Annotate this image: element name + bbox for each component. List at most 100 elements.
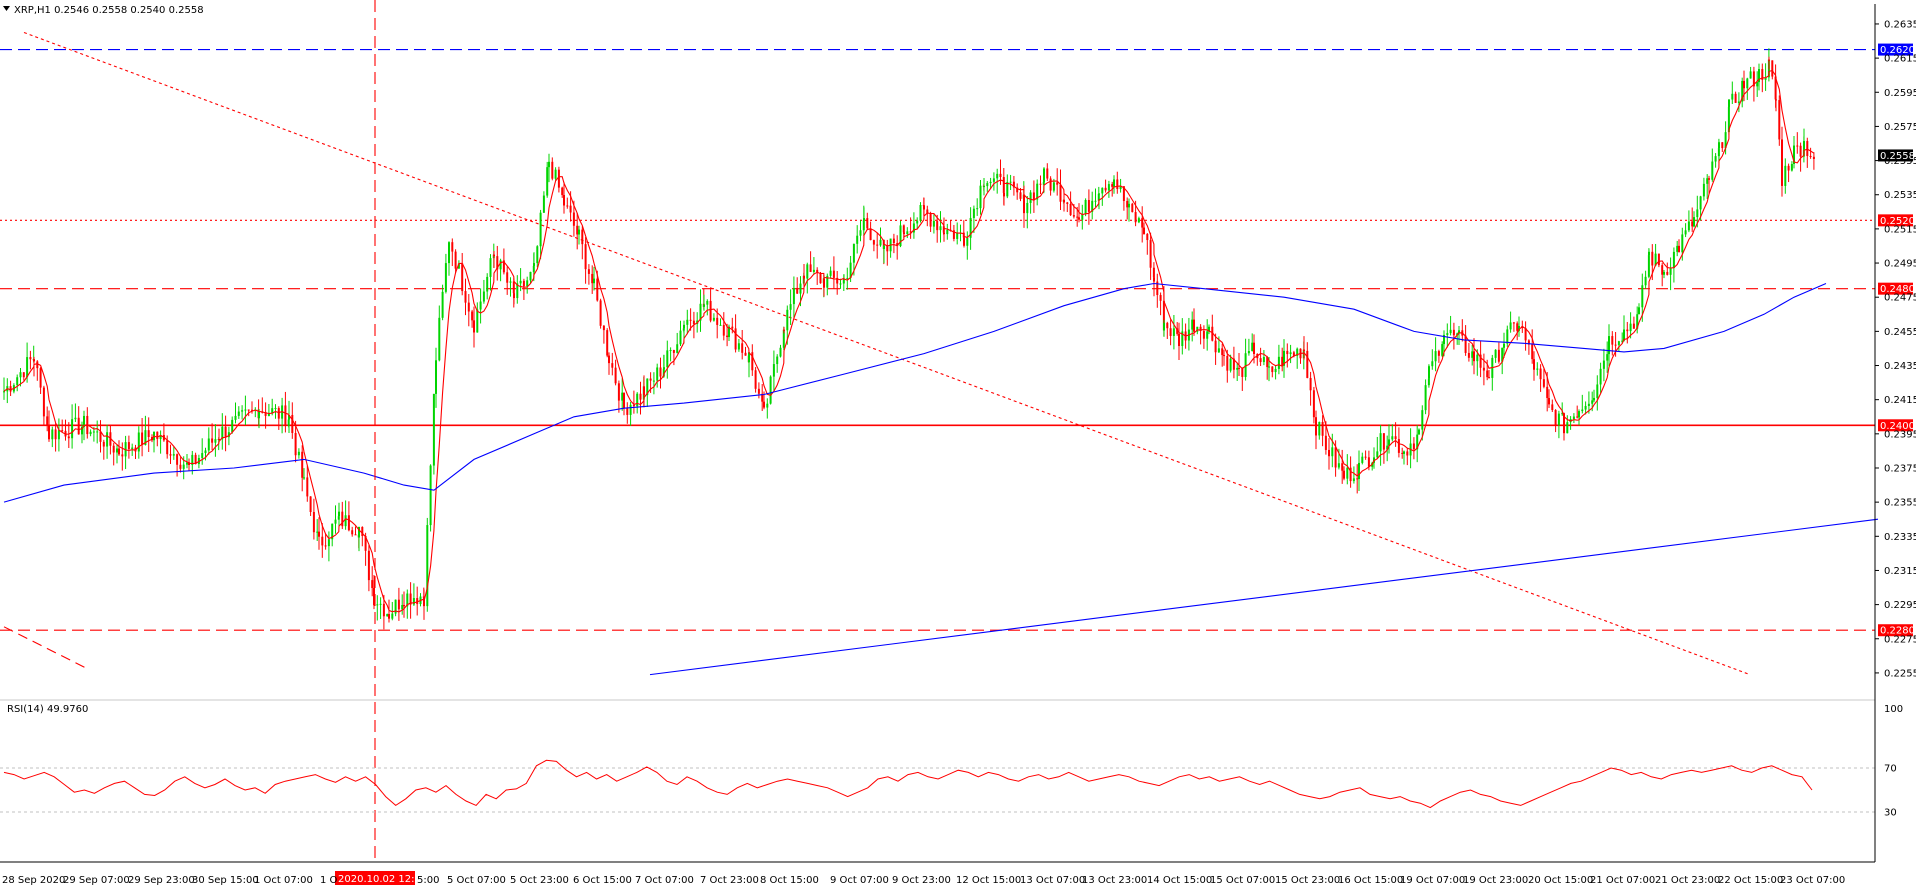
candle-body	[1728, 99, 1730, 107]
candle-body	[267, 413, 270, 416]
candle-body	[1211, 326, 1214, 341]
candle-body	[1431, 361, 1434, 367]
candle-body	[191, 454, 194, 465]
candle-body	[1394, 436, 1397, 440]
candle-body	[227, 432, 230, 438]
candle-body	[486, 276, 489, 292]
level-tag-0.2520	[1878, 214, 1913, 227]
candle-body	[26, 357, 29, 378]
candle-body	[1764, 77, 1767, 80]
candle-body	[783, 329, 785, 331]
crosshair: 2020.10.02 12:005:00	[335, 0, 439, 886]
candle-body	[529, 271, 532, 281]
candle-body	[1059, 184, 1062, 202]
candle-body	[1107, 184, 1110, 191]
candle-body	[728, 326, 730, 338]
candle-body	[636, 393, 639, 407]
candle-body	[379, 603, 382, 605]
candle-body	[816, 269, 819, 273]
candle-body	[1428, 366, 1430, 379]
candle-body	[536, 246, 539, 264]
candle-body	[1019, 192, 1022, 199]
candle-body	[169, 454, 172, 456]
candle-body	[572, 212, 575, 226]
candle-body	[1554, 410, 1557, 426]
candle-body	[656, 367, 659, 381]
candle-body	[683, 324, 685, 329]
candle-body	[1274, 368, 1277, 373]
candle-body	[403, 604, 405, 607]
candle-body	[1542, 379, 1545, 387]
collapse-triangle-icon[interactable]	[3, 6, 10, 11]
candle-body	[321, 536, 324, 546]
candle-body	[1636, 314, 1639, 329]
candle-body	[1446, 333, 1449, 335]
candle-body	[1418, 429, 1420, 435]
time-label: 13 Oct 07:00	[1020, 875, 1085, 886]
candle-body	[979, 185, 982, 209]
candle-body	[1023, 194, 1025, 214]
price-tick-label: 0.2335	[1884, 532, 1916, 543]
price-tick-label: 0.2455	[1884, 327, 1916, 338]
candle-body	[1784, 165, 1787, 186]
time-label: 5 Oct 23:00	[510, 875, 569, 886]
candle-body	[1506, 329, 1509, 344]
candle-body	[106, 432, 109, 447]
candle-body	[1427, 378, 1430, 386]
candle-body	[587, 269, 590, 274]
candle-body	[611, 363, 614, 368]
candle-body	[441, 291, 444, 318]
candle-body	[244, 409, 247, 411]
level-tag-text-0.2480: 0.2480	[1880, 284, 1915, 295]
candle-body	[394, 599, 397, 614]
candle-body	[734, 328, 737, 350]
candle-body	[1651, 251, 1654, 266]
candle-body	[1141, 218, 1144, 228]
candle-body	[1672, 251, 1675, 269]
candle-body	[659, 367, 662, 377]
candle-body	[48, 424, 50, 440]
candle-body	[676, 344, 679, 353]
candle-body	[516, 283, 519, 299]
candle-body	[996, 173, 999, 179]
candle-body	[361, 526, 364, 537]
candle-body	[1587, 403, 1590, 406]
candle-body	[1069, 203, 1072, 216]
candle-body	[539, 212, 542, 247]
trendline-uptrend	[649, 518, 1879, 676]
sma-lines	[3, 69, 1827, 613]
candle-body	[186, 462, 188, 465]
candle-body	[118, 448, 120, 455]
rsi-top-label: 100	[1884, 704, 1903, 715]
candle-body	[423, 597, 425, 607]
price-tick-label: 0.2615	[1884, 54, 1916, 65]
candle-body	[461, 263, 464, 292]
candle-body	[1687, 221, 1690, 231]
candle-body	[147, 430, 150, 438]
candle-body	[776, 356, 779, 365]
candle-body	[1452, 329, 1455, 336]
candle-body	[432, 393, 435, 466]
candle-body	[1518, 325, 1520, 331]
candle-body	[1226, 355, 1229, 371]
candle-body	[712, 317, 715, 321]
candle-body	[1391, 436, 1394, 440]
candle-body	[1382, 433, 1385, 450]
candle-body	[1758, 69, 1760, 83]
candle-body	[1724, 132, 1727, 149]
candle-body	[416, 598, 419, 605]
candle-body	[1629, 323, 1632, 332]
candle-body	[1318, 421, 1321, 436]
candle-body	[692, 320, 695, 325]
time-label: 29 Sep 07:00	[63, 875, 130, 886]
candle-body	[1262, 357, 1265, 363]
candle-body	[1572, 416, 1575, 419]
candle-body	[1516, 323, 1519, 331]
candle-body	[576, 225, 579, 235]
candle-body	[772, 364, 775, 377]
horizontal-levels	[0, 49, 1875, 631]
candle-body	[1076, 216, 1079, 218]
candle-body	[819, 272, 822, 284]
candle-body	[364, 536, 367, 551]
candle-body	[936, 221, 939, 231]
